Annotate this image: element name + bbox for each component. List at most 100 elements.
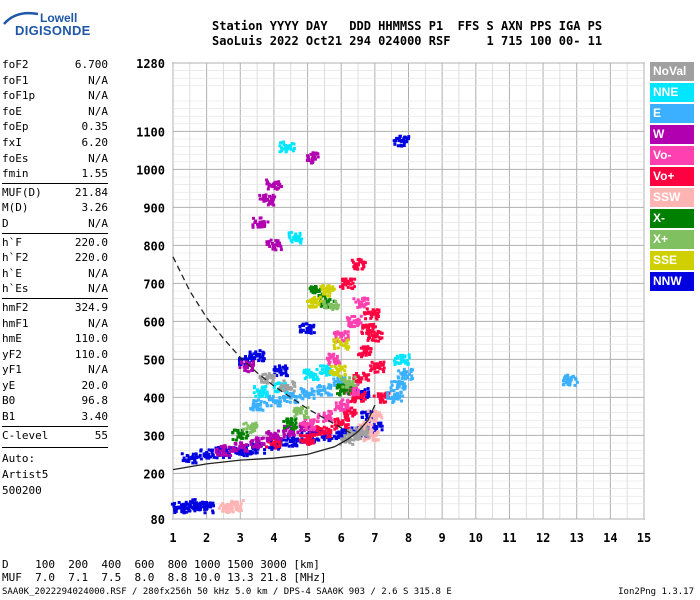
- header-line-1: Station YYYY DAY DDD HHMMSS P1 FFS S AXN…: [212, 19, 603, 33]
- echo-mark: [262, 220, 266, 224]
- echo-mark: [343, 437, 347, 441]
- echo-mark: [298, 395, 302, 399]
- echo-mark: [343, 412, 347, 416]
- echo-mark: [332, 306, 336, 310]
- echo-mark: [278, 396, 282, 400]
- echo-mark: [288, 434, 292, 438]
- echo-mark: [310, 430, 314, 434]
- logo-digisonde-text: DIGISONDE: [15, 23, 91, 38]
- echo-point: [258, 220, 263, 225]
- echo-mark: [308, 375, 312, 379]
- param-row: fxI 6.20: [2, 135, 108, 151]
- echo-point: [305, 422, 310, 426]
- echo-mark: [338, 374, 342, 378]
- echo-mark: [342, 380, 346, 384]
- param-separator: [2, 182, 108, 184]
- echo-mark: [333, 420, 337, 424]
- echo-mark: [376, 412, 380, 416]
- echo-mark: [330, 364, 334, 368]
- param-name: foF2: [2, 58, 29, 71]
- echo-point: [362, 349, 367, 354]
- echo-mark: [310, 297, 314, 301]
- echo-mark: [275, 369, 279, 373]
- echo-mark: [358, 260, 362, 264]
- echo-point: [339, 380, 344, 385]
- echo-mark: [326, 284, 330, 288]
- echo-mark: [310, 425, 314, 429]
- echo-mark: [241, 499, 245, 503]
- echo-mark: [269, 376, 273, 380]
- echo-mark: [353, 277, 357, 281]
- footer-file-info: SAA0K_2022294024000.RSF / 280fx256h 50 k…: [2, 587, 452, 597]
- echo-mark: [310, 434, 314, 438]
- echo-mark: [352, 410, 356, 414]
- echo-mark: [315, 437, 319, 441]
- echo-mark: [267, 394, 271, 398]
- echo-mark: [333, 347, 337, 351]
- echo-mark: [341, 284, 345, 288]
- echo-mark: [273, 365, 277, 369]
- echo-mark: [326, 304, 330, 308]
- echo-mark: [312, 151, 316, 155]
- echo-point: [177, 505, 182, 510]
- echo-mark: [257, 392, 261, 396]
- echo-mark: [280, 383, 284, 387]
- autoscaling-line3: 500200: [2, 484, 42, 498]
- echo-mark: [254, 394, 258, 398]
- echo-mark: [356, 258, 360, 262]
- echo-mark: [332, 299, 336, 303]
- echo-mark: [382, 370, 386, 374]
- param-row: hmE 110.0: [2, 331, 108, 347]
- echo-mark: [309, 327, 313, 331]
- echo-mark: [395, 380, 399, 384]
- echo-mark: [261, 356, 265, 360]
- echo-mark: [575, 380, 579, 384]
- echo-mark: [372, 364, 376, 368]
- echo-mark: [340, 365, 344, 369]
- param-row: h`F2 220.0: [2, 250, 108, 266]
- echo-mark: [397, 380, 401, 384]
- echo-mark: [566, 375, 570, 379]
- echo-mark: [402, 385, 406, 389]
- echo-mark: [201, 505, 205, 509]
- param-name: fxI: [2, 135, 22, 149]
- echo-mark: [290, 432, 294, 436]
- echo-mark: [346, 285, 350, 289]
- echo-mark: [285, 424, 289, 428]
- echo-mark: [353, 437, 357, 441]
- echo-mark: [367, 394, 371, 398]
- echo-mark: [322, 364, 326, 368]
- echo-mark: [270, 374, 274, 378]
- echo-mark: [277, 186, 281, 190]
- echo-mark: [287, 420, 291, 424]
- echo-mark: [281, 140, 285, 144]
- echo-point: [204, 452, 209, 457]
- echo-mark: [332, 352, 336, 356]
- echo-point: [339, 431, 344, 436]
- echo-mark: [196, 504, 200, 508]
- y-tick-label: 400: [143, 391, 165, 405]
- echo-mark: [350, 426, 354, 430]
- echo-mark: [218, 453, 222, 457]
- echo-mark: [183, 506, 187, 510]
- echo-point: [255, 353, 260, 358]
- echo-mark: [361, 263, 365, 267]
- echo-mark: [257, 225, 261, 229]
- echo-mark: [354, 395, 358, 399]
- echo-mark: [251, 405, 255, 409]
- echo-mark: [345, 341, 349, 345]
- echo-mark: [315, 367, 319, 371]
- param-value: 3.40: [81, 410, 109, 424]
- echo-mark: [263, 199, 267, 203]
- echo-mark: [219, 504, 223, 508]
- echo-mark: [262, 391, 266, 395]
- echo-mark: [233, 428, 237, 432]
- echo-mark: [268, 194, 272, 198]
- echo-mark: [291, 149, 295, 153]
- echo-mark: [285, 420, 289, 424]
- echo-mark: [256, 436, 260, 440]
- echo-mark: [300, 427, 304, 431]
- echo-mark: [312, 389, 316, 393]
- echo-mark: [238, 366, 242, 370]
- echo-mark: [304, 330, 308, 334]
